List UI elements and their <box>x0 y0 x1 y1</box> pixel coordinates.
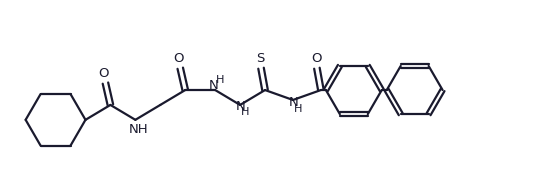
Text: O: O <box>173 52 184 65</box>
Text: N: N <box>289 96 299 109</box>
Text: O: O <box>312 52 322 65</box>
Text: H: H <box>293 104 302 114</box>
Text: H: H <box>241 107 249 117</box>
Text: H: H <box>216 75 225 85</box>
Text: O: O <box>98 67 109 80</box>
Text: S: S <box>256 52 264 65</box>
Text: N: N <box>208 79 218 92</box>
Text: NH: NH <box>129 123 148 136</box>
Text: N: N <box>236 100 246 113</box>
